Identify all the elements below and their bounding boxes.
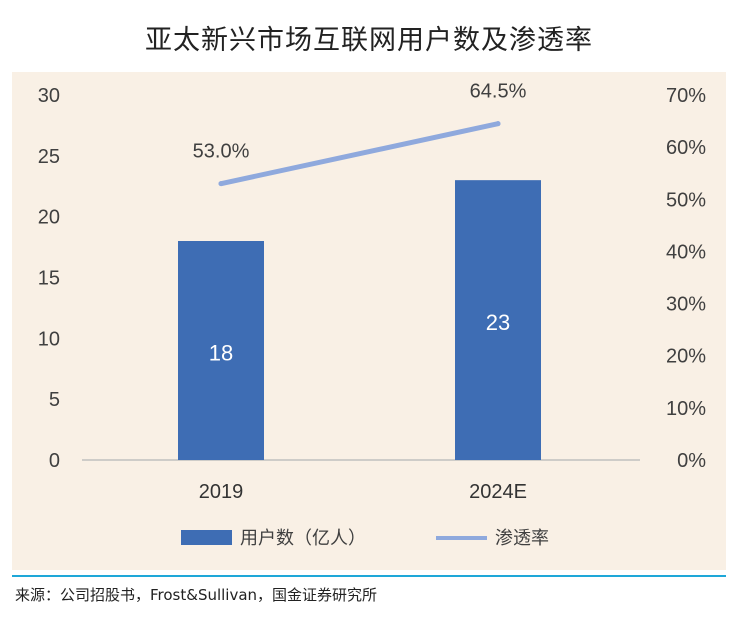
bar-series [178, 180, 541, 460]
penetration-line [218, 121, 501, 187]
y-left-tick-label: 25 [38, 146, 60, 168]
y-left-tick-label: 20 [38, 207, 60, 229]
line-series [218, 121, 501, 187]
legend-swatch-bar [181, 530, 232, 545]
line-value-label: 53.0% [193, 141, 250, 163]
line-point [495, 121, 501, 127]
source-note: 来源：公司招股书，Frost&Sullivan，国金证券研究所 [15, 586, 378, 604]
y-right-tick-label: 20% [666, 346, 706, 368]
y-right-tick-label: 10% [666, 398, 706, 420]
chart-canvas: 0 5 10 15 20 25 30 0% 10% 20% 30% 40% 50% 60% 70% 2019 2… [12, 72, 726, 570]
bar-value-label: 23 [486, 310, 510, 335]
y-right-tick-label: 50% [666, 189, 706, 211]
bar-value-label: 18 [209, 341, 233, 366]
y-right-tick-label: 70% [666, 85, 706, 107]
chart-title: 亚太新兴市场互联网用户数及渗透率 [145, 25, 593, 56]
y-left-tick-label: 10 [38, 328, 60, 350]
bar [178, 241, 264, 460]
data-labels: 18 23 53.0% 64.5% [193, 81, 527, 366]
y-right-tick-label: 0% [677, 450, 706, 472]
y-right-tick-label: 60% [666, 137, 706, 159]
y-right-tick-label: 40% [666, 241, 706, 263]
y-left-tick-label: 30 [38, 85, 60, 107]
bar [455, 180, 541, 460]
legend-label-line: 渗透率 [495, 528, 549, 549]
axes: 0 5 10 15 20 25 30 0% 10% 20% 30% 40% 50% 60% 70% 2019 2… [38, 85, 706, 503]
y-left-tick-label: 0 [49, 450, 60, 472]
y-left-tick-label: 15 [38, 268, 60, 290]
line-point [218, 181, 224, 187]
y-right-tick-label: 30% [666, 294, 706, 316]
legend-label-bar: 用户数（亿人） [240, 528, 366, 549]
x-tick-label: 2024E [469, 481, 527, 503]
plot-background [12, 72, 726, 570]
legend: 用户数（亿人） 渗透率 [181, 528, 549, 549]
x-tick-label: 2019 [199, 481, 244, 503]
line-value-label: 64.5% [470, 81, 527, 103]
y-left-tick-label: 5 [49, 389, 60, 411]
footer-divider [12, 575, 726, 577]
